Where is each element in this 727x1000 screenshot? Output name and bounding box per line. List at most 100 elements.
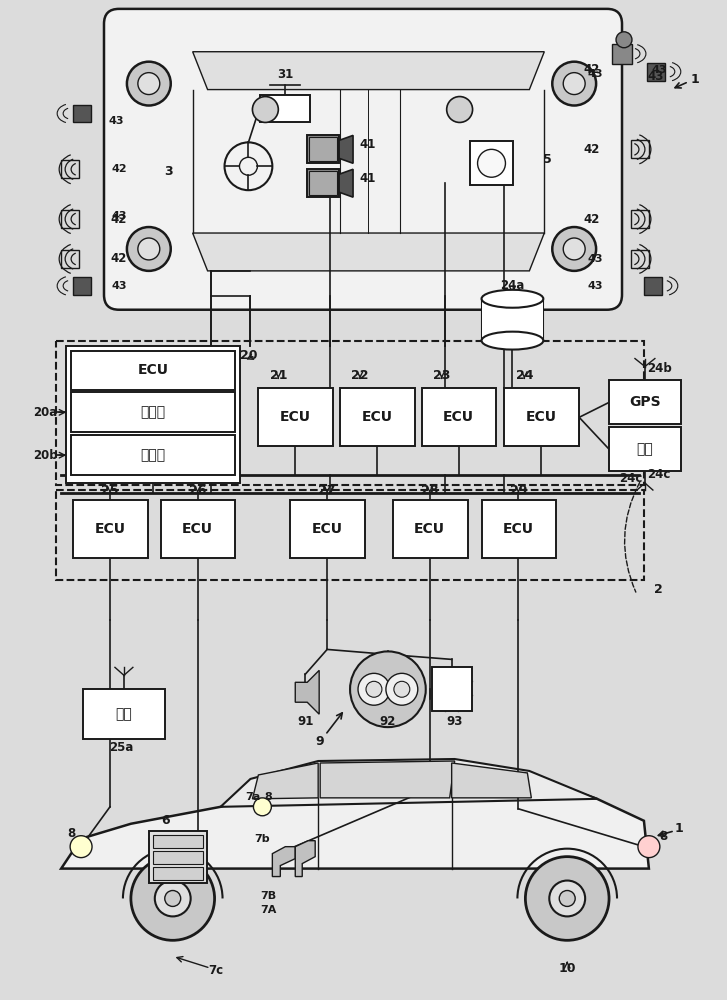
Circle shape [131,857,214,940]
Circle shape [394,681,410,697]
Polygon shape [61,774,649,869]
Text: ECU: ECU [443,410,474,424]
Text: 42: 42 [111,252,127,265]
Bar [470,141,513,185]
Circle shape [478,149,505,177]
Text: 7c: 7c [208,964,223,977]
Bar [61,210,79,228]
Bar [609,380,680,424]
Text: 通信: 通信 [116,707,132,721]
Bar [631,250,649,268]
Text: ECU: ECU [526,410,557,424]
Text: 7B: 7B [260,891,276,901]
Text: 28: 28 [421,484,438,497]
Circle shape [526,857,609,940]
Text: ECU: ECU [361,410,393,424]
Bar [71,351,236,390]
Text: 21: 21 [270,369,287,382]
Text: 24b: 24b [647,362,672,375]
Text: ECU: ECU [503,522,534,536]
FancyBboxPatch shape [104,9,622,310]
Circle shape [563,238,585,260]
Text: 43: 43 [111,281,126,291]
Text: 43: 43 [651,65,667,75]
Circle shape [550,881,585,916]
Bar [481,500,556,558]
Circle shape [563,73,585,95]
Circle shape [138,238,160,260]
Text: ECU: ECU [95,522,126,536]
Text: 8: 8 [67,827,76,840]
Text: 20a: 20a [33,406,57,419]
Bar [153,835,203,848]
Text: 20b: 20b [33,449,58,462]
Bar [161,500,236,558]
Text: 27: 27 [318,484,336,497]
Bar [422,388,497,446]
Bar [73,105,91,122]
Bar [83,689,165,739]
Text: GPS: GPS [629,395,661,409]
Text: 42: 42 [584,63,601,76]
Polygon shape [295,841,316,877]
Text: 91: 91 [297,715,313,728]
Text: 23: 23 [433,369,451,382]
Circle shape [638,836,660,858]
Circle shape [127,62,171,106]
Text: 42: 42 [583,213,599,226]
Bar [153,867,203,880]
Circle shape [350,651,426,727]
Text: 29: 29 [510,484,527,497]
Text: 42: 42 [583,143,599,156]
Bar [258,388,333,446]
Polygon shape [320,761,454,798]
Bar [308,169,339,197]
Text: 42: 42 [111,164,126,174]
Text: 存储器: 存储器 [140,448,165,462]
Circle shape [165,891,181,906]
Circle shape [366,681,382,697]
Bar [609,427,680,471]
Polygon shape [220,759,597,807]
Bar [340,388,415,446]
Polygon shape [273,847,295,877]
Bar [432,667,472,711]
Bar [56,490,644,580]
Text: 26: 26 [189,484,206,497]
Text: 2: 2 [654,583,663,596]
Text: 5: 5 [543,153,552,166]
Text: 7a: 7a [245,792,260,802]
Bar [73,277,91,295]
Text: 20: 20 [240,349,257,362]
Text: 31: 31 [277,68,294,81]
Bar [71,435,236,475]
Text: 42: 42 [111,213,127,226]
Text: 25a: 25a [109,741,133,754]
Text: 92: 92 [379,715,396,728]
Bar [290,500,365,558]
Text: 41: 41 [360,138,376,151]
Text: 8: 8 [659,830,668,843]
Circle shape [358,673,390,705]
Bar [149,831,206,883]
Text: 1: 1 [691,73,699,86]
Polygon shape [193,52,545,90]
Text: 43: 43 [587,281,603,291]
Text: 7b: 7b [254,834,270,844]
Polygon shape [339,169,353,197]
Text: 1: 1 [675,822,683,835]
Text: 8: 8 [265,792,272,802]
Text: 通信: 通信 [637,442,654,456]
Polygon shape [295,670,319,714]
Polygon shape [252,763,318,799]
Circle shape [386,673,418,705]
Bar [631,140,649,158]
Circle shape [127,227,171,271]
Bar [644,277,662,295]
Text: 9: 9 [316,735,324,748]
Bar [393,500,467,558]
Polygon shape [339,135,353,163]
Circle shape [138,73,160,95]
Text: 25: 25 [101,484,119,497]
Polygon shape [193,233,545,271]
